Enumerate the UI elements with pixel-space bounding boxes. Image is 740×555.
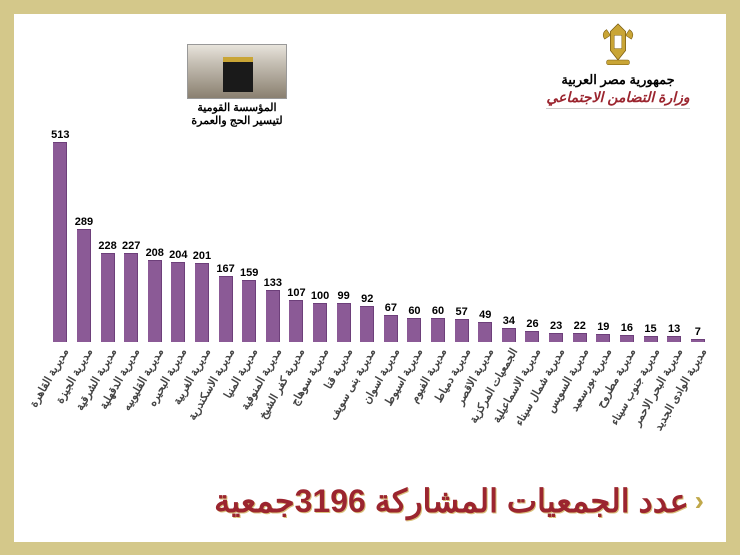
bar-column: 16مديرية مطروح — [616, 322, 639, 341]
bar-column: 26مديرية الاسماعيلية — [521, 318, 544, 341]
egypt-emblem-icon — [599, 22, 637, 70]
bar-value: 201 — [193, 250, 211, 262]
kaaba-block: المؤسسة القومية لتيسير الحج والعمرة — [182, 44, 292, 127]
bar-column: 227مديرية الدقهلية — [120, 240, 143, 341]
bar-value: 60 — [432, 305, 444, 317]
bar — [101, 253, 115, 342]
bar-value: 67 — [385, 302, 397, 314]
bar-column: 67مديرية اسوان — [380, 302, 403, 341]
slide-title: عدد الجمعيات المشاركة 3196جمعية — [214, 482, 689, 520]
bar-value: 159 — [240, 267, 258, 279]
bar — [549, 333, 563, 342]
bar-column: 60مديرية اسيوط — [403, 305, 426, 341]
ministry-label: وزارة التضامن الاجتماعي — [546, 89, 689, 109]
bar — [195, 263, 209, 341]
bar — [691, 339, 705, 342]
bar-value: 513 — [51, 129, 69, 141]
kaaba-icon — [223, 57, 253, 92]
bar — [337, 303, 351, 342]
bar-value: 26 — [526, 318, 538, 330]
bar-column: 23مديرية شمال سيناء — [545, 320, 568, 342]
bar — [384, 315, 398, 341]
bar-column: 167مديرية الاسكندرية — [214, 263, 237, 341]
bar-value: 34 — [503, 315, 515, 327]
bar — [360, 306, 374, 342]
bar-value: 13 — [668, 323, 680, 335]
bar — [124, 253, 138, 341]
bar — [77, 229, 91, 342]
bar — [266, 290, 280, 342]
bar — [644, 336, 658, 342]
bar-column: 133مديرية المنوفية — [261, 277, 284, 342]
bar — [525, 331, 539, 341]
header-block: جمهورية مصر العربية وزارة التضامن الاجتم… — [528, 22, 708, 109]
bar-value: 7 — [695, 326, 701, 338]
bar-column: 60مديرية الفيوم — [427, 305, 450, 341]
bar-column: 204مديرية البحيره — [167, 249, 190, 342]
bar-column: 201مديرية الغربية — [191, 250, 214, 341]
bar-value: 204 — [169, 249, 187, 261]
bar-value: 99 — [337, 290, 349, 302]
bar-column: 513مديرية القاهرة — [49, 129, 72, 342]
bar — [53, 142, 67, 342]
bar-value: 167 — [216, 263, 234, 275]
country-label: جمهورية مصر العربية — [528, 72, 708, 88]
bar-value: 92 — [361, 293, 373, 305]
bar — [573, 333, 587, 342]
title-row: ‹ عدد الجمعيات المشاركة 3196جمعية — [36, 482, 704, 520]
chevron-icon: ‹ — [695, 485, 704, 517]
bar-column: 289مديرية الجيزة — [73, 216, 96, 342]
bar-column: 100مديرية سوهاج — [309, 290, 332, 342]
bar-column: 13مديرية البحر الاحمر — [663, 323, 686, 341]
bar-column: 57مديرية دمياط — [450, 306, 473, 341]
bar — [313, 303, 327, 342]
bar — [455, 319, 469, 341]
bar-column: 15مديرية جنوب سيناء — [639, 323, 662, 342]
bar-value: 23 — [550, 320, 562, 332]
bar-column: 19مديرية بورسعيد — [592, 321, 615, 341]
bar-column: 22مديرية السويس — [568, 320, 591, 342]
bar-value: 19 — [597, 321, 609, 333]
bar-column: 99مديرية قنا — [332, 290, 355, 342]
bar — [242, 280, 256, 342]
bar-value: 16 — [621, 322, 633, 334]
bar-chart: 513مديرية القاهرة289مديرية الجيزة228مدير… — [49, 122, 709, 412]
bar — [596, 334, 610, 341]
bar-value: 60 — [408, 305, 420, 317]
bar-column: 49مديرية الاقصر — [474, 309, 497, 341]
bar — [431, 318, 445, 341]
bar-value: 49 — [479, 309, 491, 321]
bar — [407, 318, 421, 341]
bar-value: 208 — [146, 247, 164, 259]
bar-column: 92مديرية بنى سويف — [356, 293, 379, 342]
bar-value: 133 — [264, 277, 282, 289]
bar — [289, 300, 303, 342]
bar-column: 228مديرية الشرقية — [96, 240, 119, 342]
bar-column: 107مديرية كفر الشيخ — [285, 287, 308, 342]
bar-column: 34الجمعيات المركزية — [498, 315, 521, 341]
bar-value: 107 — [287, 287, 305, 299]
bar-column: 208مديرية القليوبيه — [143, 247, 166, 341]
bar — [148, 260, 162, 341]
bar — [620, 335, 634, 341]
kaaba-image — [187, 44, 287, 99]
bar-column: 7مديرية الوادى الجديد — [686, 326, 709, 342]
slide: جمهورية مصر العربية وزارة التضامن الاجتم… — [14, 14, 726, 542]
bar-value: 22 — [574, 320, 586, 332]
bar-value: 227 — [122, 240, 140, 252]
bars-container: 513مديرية القاهرة289مديرية الجيزة228مدير… — [49, 122, 709, 342]
bar-value: 57 — [456, 306, 468, 318]
bar — [171, 262, 185, 342]
bar — [502, 328, 516, 341]
bar — [478, 322, 492, 341]
bar-value: 100 — [311, 290, 329, 302]
bar — [667, 336, 681, 341]
bar-value: 15 — [644, 323, 656, 335]
bar-column: 159مديرية المنيا — [238, 267, 261, 342]
bar — [219, 276, 233, 341]
bar-value: 228 — [98, 240, 116, 252]
bar-value: 289 — [75, 216, 93, 228]
